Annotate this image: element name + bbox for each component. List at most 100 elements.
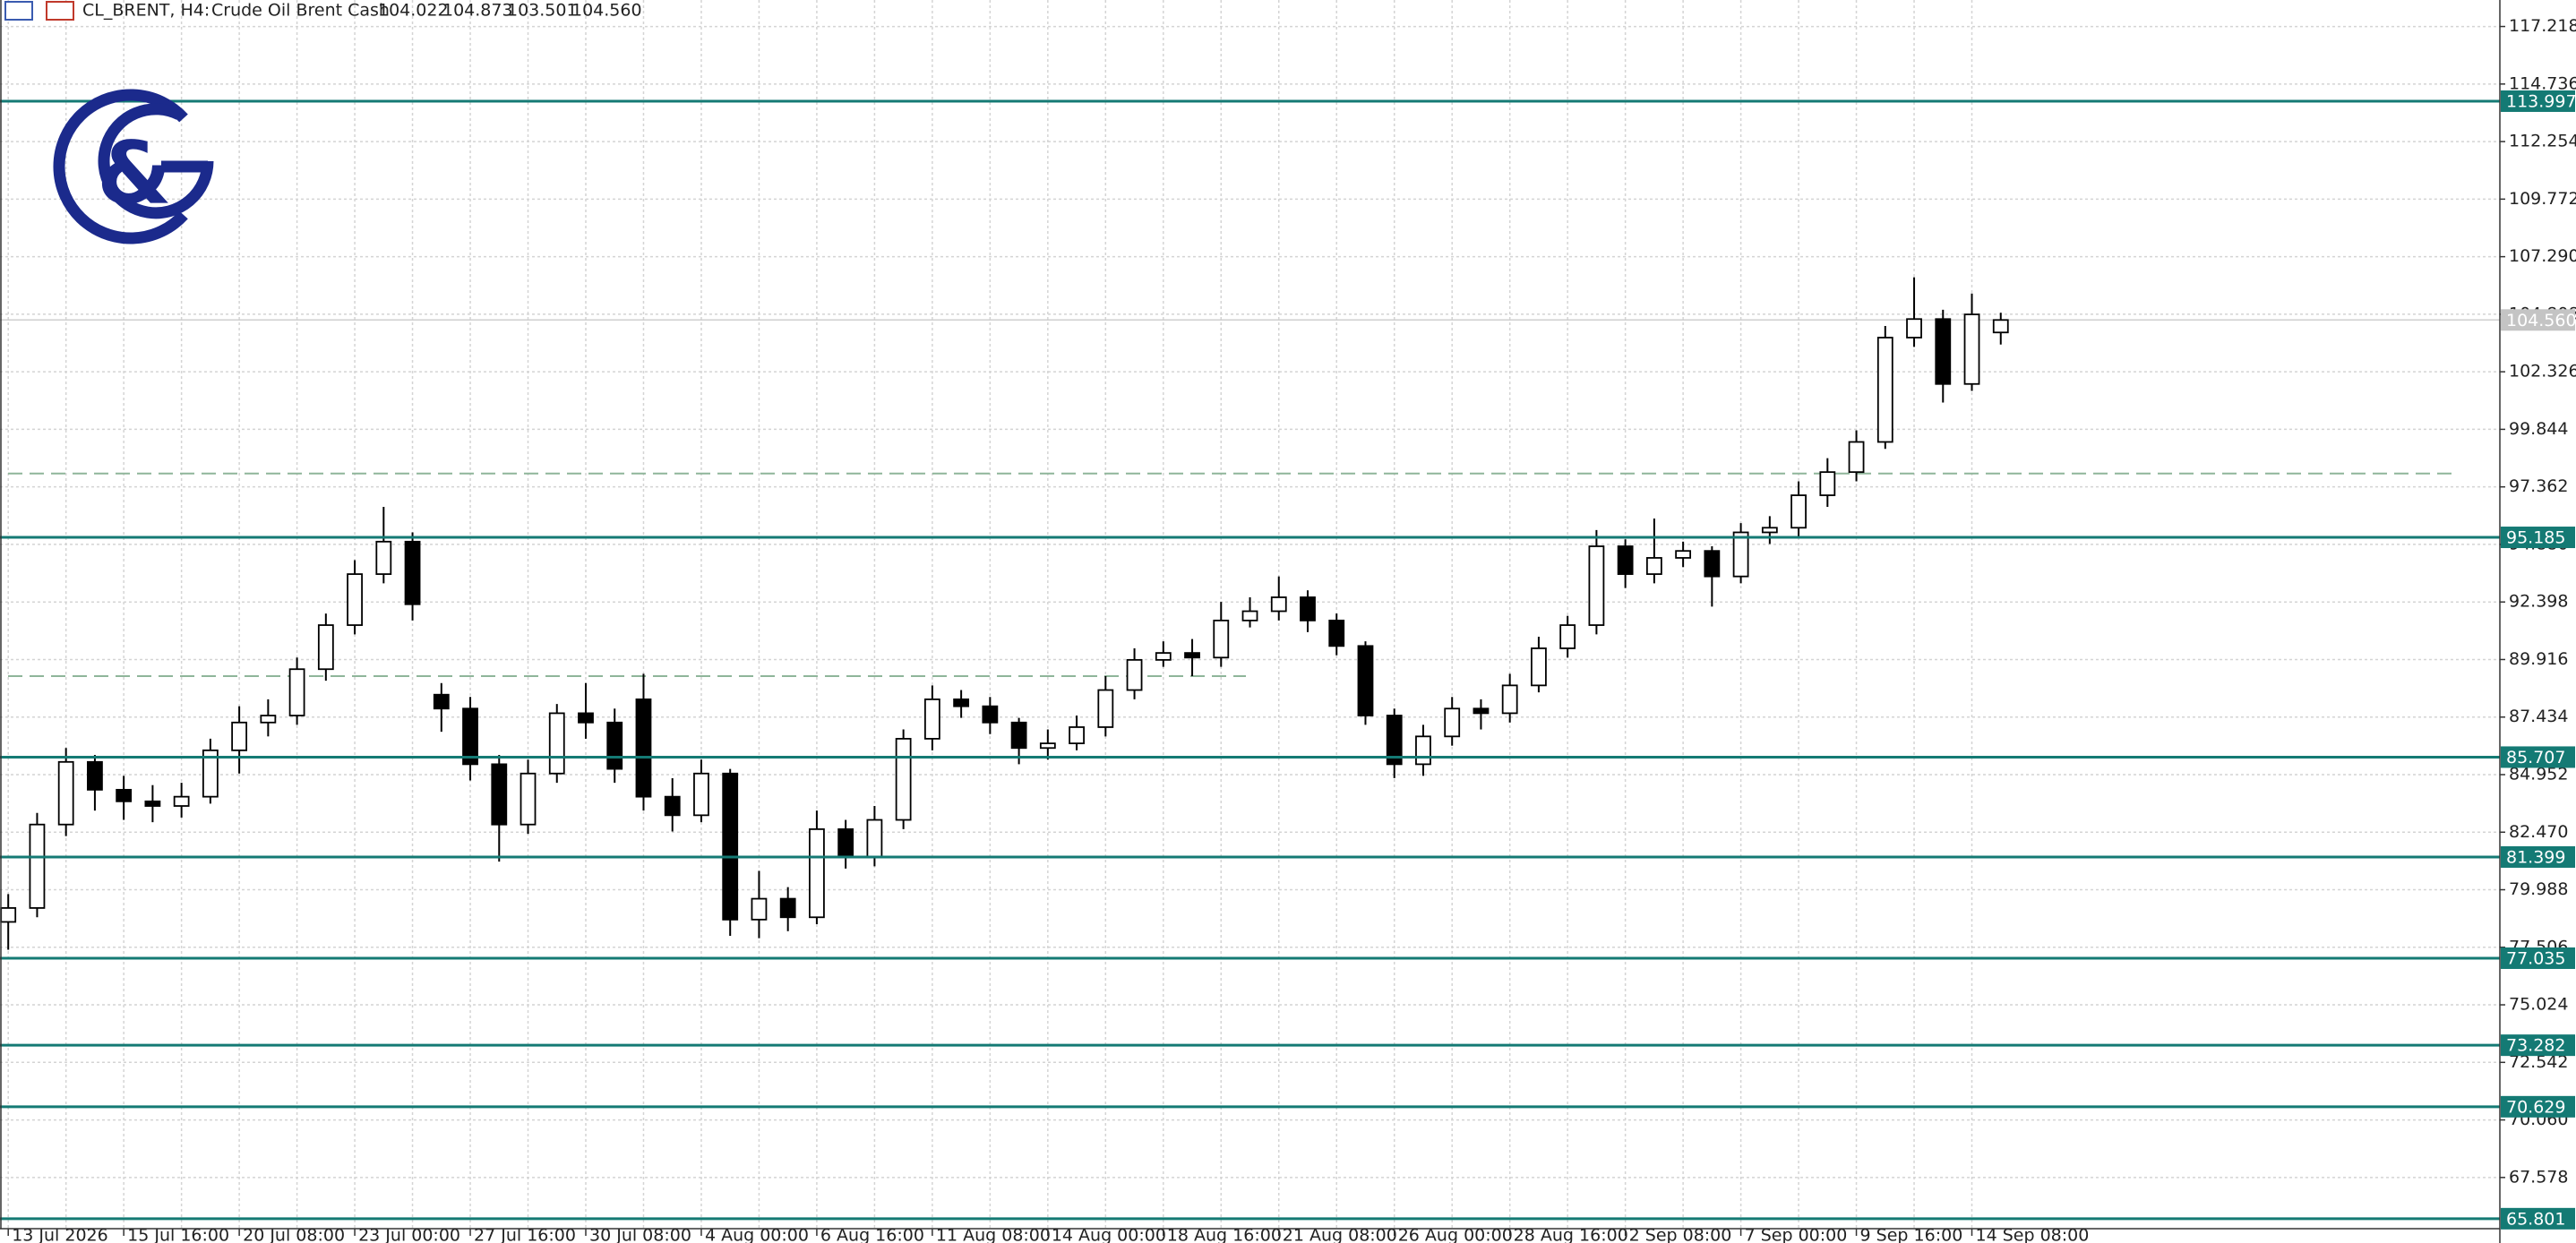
candle-body — [548, 712, 565, 775]
y-tick-label: 114.736 — [2509, 73, 2576, 93]
y-tick-label: 67.578 — [2509, 1167, 2568, 1187]
x-tick-label: 30 Jul 08:00 — [589, 1226, 691, 1243]
level-label: 85.707 — [2506, 748, 2565, 767]
candle-body — [519, 772, 537, 826]
x-tick-label: 4 Aug 00:00 — [705, 1226, 809, 1243]
candle-body — [1617, 545, 1634, 575]
candle-body — [1097, 689, 1114, 728]
x-tick-label: 28 Aug 16:00 — [1514, 1226, 1628, 1243]
candle-body — [1184, 652, 1200, 659]
logo-amp: & — [97, 123, 172, 223]
x-tick-label: 11 Aug 08:00 — [936, 1226, 1051, 1243]
candle-body — [923, 698, 940, 740]
icon — [46, 1, 74, 21]
candle-body — [260, 715, 277, 724]
candle-body — [1588, 545, 1605, 626]
plot — [0, 99, 2500, 1221]
candle-body — [1241, 610, 1258, 622]
level-label-box — [2501, 746, 2575, 768]
candle-body — [1675, 550, 1692, 559]
candle-body — [953, 698, 970, 707]
level-label: 95.185 — [2506, 528, 2565, 548]
y-tick-label: 72.542 — [2509, 1052, 2568, 1072]
candle-body — [1473, 707, 1490, 715]
candle-body — [751, 897, 768, 921]
candle-body — [491, 763, 508, 826]
level-label: 81.399 — [2506, 847, 2565, 867]
x-tick-label: 6 Aug 16:00 — [820, 1226, 924, 1243]
candle-body — [1357, 645, 1374, 716]
candle-body — [404, 540, 421, 605]
candle-body — [1328, 619, 1345, 647]
level-label: 77.035 — [2506, 948, 2565, 968]
candle-body — [1704, 550, 1721, 578]
x-tick-label: 9 Sep 16:00 — [1860, 1226, 1963, 1243]
y-tick-label: 117.218 — [2509, 16, 2576, 36]
candle-body — [1819, 471, 1836, 496]
header: CL_BRENT, H4: Crude Oil Brent Cash 104.0… — [4, 1, 642, 21]
candle-body — [1761, 527, 1778, 534]
candle-body — [606, 721, 623, 770]
header-open: 104.022 — [378, 1, 449, 21]
candle-body — [173, 795, 190, 807]
candle-body — [895, 738, 912, 821]
level-label-box — [2501, 947, 2575, 969]
candle-body — [1645, 557, 1662, 575]
x-tick-label: 13 Jul 2026 — [12, 1226, 108, 1243]
level-label-box — [2501, 1095, 2575, 1118]
x-tick-label: 2 Sep 08:00 — [1629, 1226, 1732, 1243]
level-label-box — [2501, 1207, 2575, 1230]
y-tick-label: 97.362 — [2509, 476, 2568, 496]
candle-body — [1039, 742, 1056, 750]
x-tick-label: 23 Jul 00:00 — [358, 1226, 460, 1243]
candle-body — [1415, 735, 1431, 766]
x-tick-label: 7 Sep 00:00 — [1745, 1226, 1848, 1243]
candle-body — [1069, 726, 1085, 744]
y-tick-label: 109.772 — [2509, 189, 2576, 209]
candle-body — [1732, 531, 1749, 578]
candle-body — [1876, 337, 1893, 443]
x-tick-label: 14 Aug 00:00 — [1052, 1226, 1166, 1243]
candle-body — [722, 772, 739, 921]
candle-body — [29, 823, 46, 909]
logo-c — [53, 89, 188, 244]
level-label: 70.629 — [2506, 1097, 2565, 1117]
x-tick-label: 18 Aug 16:00 — [1167, 1226, 1282, 1243]
last-price-box — [2501, 309, 2575, 331]
candle-body — [1155, 652, 1172, 661]
candle-body — [1963, 313, 1980, 385]
header-low: 103.501 — [507, 1, 578, 21]
candle-body — [1992, 319, 2009, 334]
candle-body — [982, 705, 999, 724]
icon — [4, 1, 33, 21]
candle-body — [1935, 318, 1952, 385]
last-price-label: 104.560 — [2506, 311, 2576, 330]
description: Crude Oil Brent Cash — [211, 1, 390, 21]
candle-body — [1906, 318, 1922, 339]
candle-body — [462, 707, 478, 766]
y-tick-label: 79.988 — [2509, 879, 2568, 899]
candle-body — [433, 693, 450, 710]
logo: & — [53, 89, 214, 244]
candle-body — [1010, 721, 1027, 750]
header-high: 104.873 — [442, 1, 513, 21]
candle-body — [578, 712, 594, 724]
candle-body — [1444, 707, 1461, 738]
candle-body — [347, 573, 363, 626]
candle-body — [1559, 624, 1576, 649]
candle-body — [866, 819, 883, 858]
candle-body — [0, 907, 17, 923]
level-label-box — [2501, 845, 2575, 868]
candle-body — [809, 827, 825, 919]
candle-body — [1270, 596, 1287, 613]
candle-body — [317, 624, 334, 671]
candle-body — [57, 760, 74, 826]
x-tick-label: 20 Jul 08:00 — [243, 1226, 345, 1243]
symbol: CL_BRENT, H4: — [82, 1, 210, 21]
candle-body — [1386, 715, 1403, 766]
candle-body — [1126, 658, 1143, 691]
